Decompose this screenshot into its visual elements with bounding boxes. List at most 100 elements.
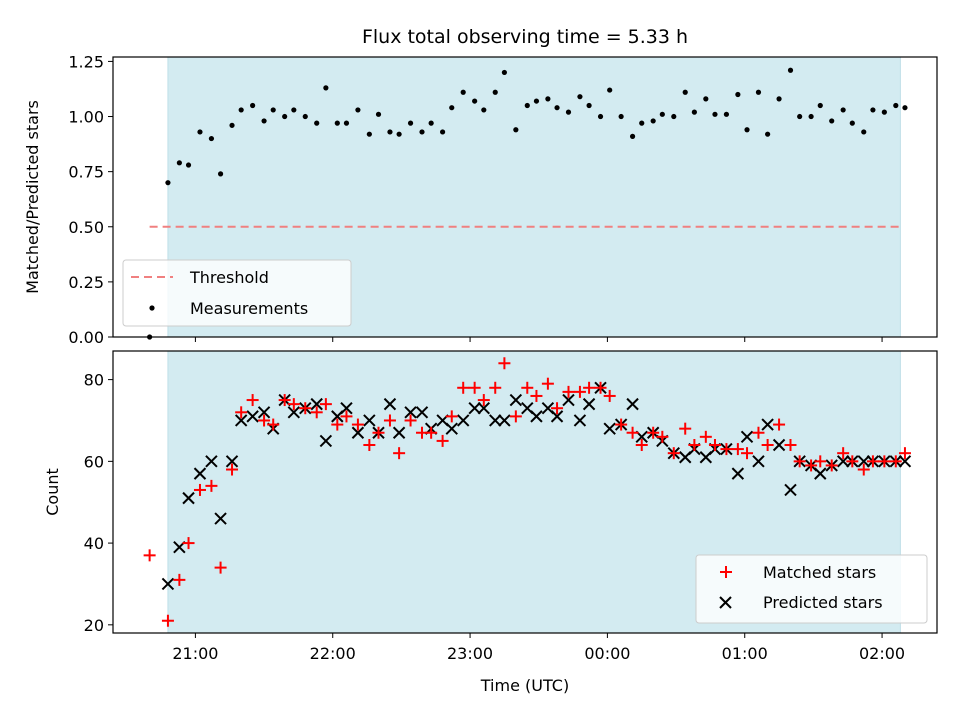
measurement-point (682, 89, 688, 95)
matched-stars-point (363, 439, 376, 451)
predicted-stars-point (404, 406, 417, 419)
measurement-point (735, 91, 741, 98)
matched-stars-point (878, 455, 891, 468)
predicted-stars-point (161, 577, 175, 591)
matched-stars-point (679, 422, 692, 435)
matched-stars-point (603, 389, 616, 402)
measurement-point (808, 113, 814, 120)
ratio-panel: 0.00 0.25 0.50 0.75 1.00 1.25 Matched/Predict… (23, 52, 938, 347)
matched-stars-point (468, 381, 481, 394)
x-axis-label: Time (UTC) (480, 676, 569, 695)
measurement-point (334, 120, 340, 126)
matched-stars-point (626, 426, 639, 439)
measurement-point (618, 113, 624, 120)
count-legend-box (695, 554, 928, 624)
count-y-axis-label: Count (43, 468, 62, 516)
measurement-point (870, 107, 876, 113)
matched-stars-point (793, 455, 806, 468)
matched-stars-point (319, 398, 332, 411)
predicted-stars-point (340, 402, 353, 415)
matched-stars-point (521, 381, 534, 394)
measurement-point (165, 180, 171, 186)
matched-stars-point (699, 430, 712, 443)
measurement-point (396, 131, 402, 137)
measurement-point (902, 105, 908, 111)
count-y-tick-label: 80 (84, 371, 104, 390)
predicted-stars-point (383, 397, 397, 411)
matched-stars-point (583, 381, 596, 394)
measurement-point (607, 87, 613, 93)
measurement-point (849, 120, 855, 126)
predicted-stars-point (468, 402, 481, 415)
matched-stars-point (404, 414, 417, 427)
matched-stars-point (898, 447, 911, 460)
x-tick-label: 00:00 (584, 644, 630, 663)
predicted-stars-point (498, 414, 511, 427)
matched-stars-point (235, 406, 248, 419)
measurement-point (419, 129, 425, 135)
measurement-point (765, 131, 771, 137)
measurement-point (291, 107, 297, 113)
measurement-point (893, 102, 899, 109)
measurement-point (176, 160, 182, 166)
measurement-point (703, 96, 709, 102)
ratio-y-tick-label: 0.25 (68, 273, 104, 292)
matched-stars-point (489, 381, 502, 394)
matched-stars-point (372, 426, 385, 439)
predicted-stars-point (562, 393, 575, 407)
matched-stars-point (193, 483, 206, 496)
chart-title: Flux total observing time = 5.33 h (362, 26, 688, 48)
matched-stars-point (752, 426, 765, 439)
matched-stars-point (731, 443, 744, 456)
predicted-stars-point (530, 410, 543, 423)
predicted-stars-point (182, 491, 195, 505)
predicted-stars-point (836, 455, 850, 468)
predicted-stars-point (752, 455, 765, 468)
x-tick-label: 01:00 (722, 644, 768, 663)
matched-stars-point (708, 439, 721, 451)
predicted-stars-point (582, 397, 596, 411)
matched-stars-point (310, 406, 323, 419)
matched-stars-point (805, 459, 818, 472)
measurement-point (639, 120, 645, 126)
measurement-point (407, 120, 414, 126)
matched-stars-point (173, 573, 186, 586)
matched-stars-point (445, 410, 458, 423)
x-tick-label: 22:00 (310, 644, 356, 663)
predicted-stars-point (287, 406, 301, 419)
measurement-point (355, 107, 361, 113)
measurement-point (208, 135, 215, 142)
matched-stars-point (814, 455, 827, 468)
measurement-point (755, 89, 762, 95)
measurement-point (282, 113, 288, 120)
predicted-stars-point (456, 414, 470, 427)
legend-predicted-label: Predicted stars (763, 593, 883, 612)
predicted-stars-point (351, 426, 365, 439)
count-panel-frame (112, 350, 938, 634)
matched-stars-point (393, 447, 406, 460)
measurement-point (387, 129, 393, 135)
predicted-stars-point (550, 410, 564, 423)
matched-stars-point (287, 398, 300, 411)
matched-stars-point (866, 455, 879, 468)
predicted-stars-point (509, 393, 523, 407)
measurement-point (861, 129, 867, 135)
predicted-stars-point (246, 410, 259, 423)
predicted-stars-point (445, 422, 458, 435)
ratio-legend: Threshold Measurements (122, 259, 352, 327)
matched-stars-point (246, 394, 259, 407)
count-y-tick-label: 20 (84, 616, 104, 635)
measurement-point (323, 85, 329, 91)
measurement-point (629, 133, 636, 139)
measurement-point (270, 107, 276, 113)
measurement-point (577, 94, 583, 100)
matched-stars-point (784, 439, 797, 451)
matched-stars-point (340, 410, 353, 423)
matched-stars-point (182, 537, 195, 550)
measurement-point (650, 118, 656, 124)
measurement-point (554, 105, 560, 111)
measurement-point (723, 111, 730, 117)
predicted-stars-point (193, 467, 207, 480)
matched-stars-point (258, 414, 271, 427)
